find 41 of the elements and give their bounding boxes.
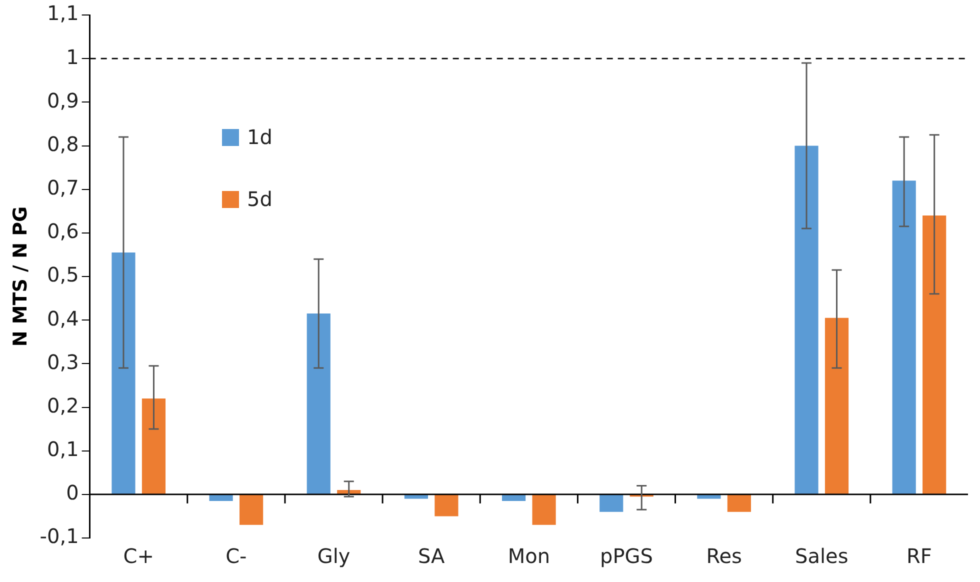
- x-tick-label: C-: [226, 544, 247, 568]
- y-tick-label: 0,7: [47, 176, 79, 200]
- bar: [892, 180, 916, 494]
- y-tick-label: -0,1: [40, 524, 79, 548]
- bar: [434, 494, 458, 516]
- bar: [502, 494, 526, 501]
- y-tick-label: 0,5: [47, 262, 79, 287]
- bar: [794, 146, 818, 494]
- x-tick-label: RF: [906, 544, 932, 568]
- y-tick-label: 0,1: [47, 437, 79, 462]
- y-tick-label: 1: [66, 44, 79, 69]
- bar: [240, 494, 264, 525]
- y-tick-label: 0,9: [47, 88, 79, 112]
- x-tick-label: SA: [418, 544, 446, 568]
- x-tick-label: Res: [706, 544, 742, 568]
- x-tick-label: Sales: [795, 544, 848, 568]
- bar: [142, 398, 166, 494]
- x-tick-label: Mon: [508, 544, 550, 568]
- bar: [112, 252, 136, 494]
- x-tick-label: pPGS: [600, 544, 653, 568]
- bar: [404, 494, 428, 499]
- bar: [600, 494, 624, 512]
- x-tick-label: C+: [123, 544, 154, 568]
- y-tick-label: 0: [66, 480, 79, 505]
- y-tick-label: 0,4: [47, 306, 79, 330]
- y-tick-label: 0,8: [47, 132, 79, 156]
- bar: [727, 494, 751, 512]
- bar: [697, 494, 721, 499]
- bar: [922, 215, 946, 494]
- legend-label: 5d: [247, 187, 272, 211]
- legend-label: 1d: [247, 125, 272, 149]
- y-tick-label: 0,2: [47, 393, 79, 418]
- y-tick-label: 0,3: [47, 350, 79, 374]
- bar: [532, 494, 556, 525]
- bar: [824, 318, 849, 494]
- y-tick-label: 1,1: [47, 1, 79, 26]
- bar: [306, 314, 330, 494]
- x-tick-label: Gly: [317, 544, 350, 568]
- y-tick-label: 0,6: [47, 219, 79, 244]
- bar: [209, 494, 233, 501]
- y-axis-title: N MTS / N PG: [9, 206, 32, 347]
